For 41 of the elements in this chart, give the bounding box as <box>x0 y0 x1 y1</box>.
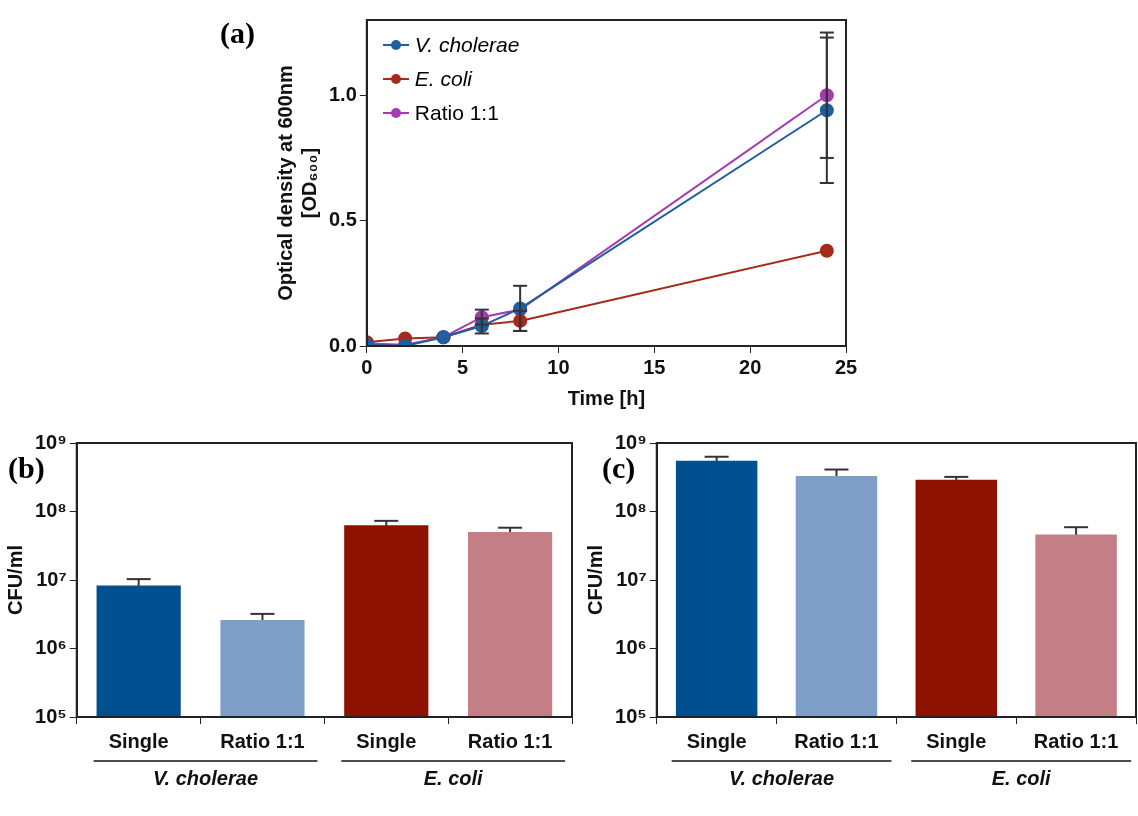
y-axis-title: CFU/ml <box>3 545 26 615</box>
y-tick-label: 10⁵ <box>35 704 67 727</box>
y-tick-label: 1.0 <box>328 82 357 105</box>
y-axis-title: Optical density at 600nm [OD₆₀₀] <box>273 65 320 301</box>
y-tick-label: 10⁷ <box>616 567 647 590</box>
x-tick-label: 25 <box>834 355 858 378</box>
text: V. cholerae <box>153 766 258 789</box>
y-tick-label: 10⁷ <box>36 567 67 590</box>
x-tick-label: Ratio 1:1 <box>794 729 879 752</box>
y-tick-label: 10⁸ <box>615 499 647 522</box>
y-tick-label: 10⁸ <box>35 499 67 522</box>
x-tick-label: Single <box>108 729 169 752</box>
y-tick-label: 10⁶ <box>615 636 647 659</box>
x-tick-label: 15 <box>643 355 666 378</box>
text: E. coli <box>991 766 1052 789</box>
x-tick-label: Ratio 1:1 <box>1033 729 1119 752</box>
y-tick-label: 10⁹ <box>614 430 647 453</box>
text: V. cholerae <box>729 766 834 789</box>
y-tick-label: 10⁵ <box>615 704 647 727</box>
legend-label: V. cholerae <box>414 32 520 58</box>
x-tick-label: Single <box>686 729 747 752</box>
x-tick-label: 0 <box>361 355 373 378</box>
x-tick-label: Ratio 1:1 <box>220 729 305 752</box>
legend-label: Ratio 1:1 <box>414 100 499 126</box>
legend-label: E. coli <box>414 66 472 92</box>
x-tick-label: Ratio 1:1 <box>467 729 553 752</box>
x-tick-label: 20 <box>739 355 762 378</box>
y-tick-label: 10⁹ <box>34 430 67 453</box>
x-tick-label: 5 <box>457 355 469 378</box>
chart-title: (c) <box>602 450 636 485</box>
y-tick-label: 0.5 <box>328 208 357 231</box>
x-tick-label: Single <box>926 729 987 752</box>
x-tick-label: Single <box>356 729 417 752</box>
y-tick-label: 0.0 <box>328 333 357 356</box>
text: E. coli <box>423 766 484 789</box>
x-tick-label: 10 <box>547 355 570 378</box>
chart-title: (b) <box>8 450 45 485</box>
y-tick-label: 10⁶ <box>35 636 67 659</box>
x-axis-title: Time [h] <box>567 386 646 409</box>
y-axis-title: CFU/ml <box>583 545 606 615</box>
chart-title: (a) <box>220 15 255 50</box>
